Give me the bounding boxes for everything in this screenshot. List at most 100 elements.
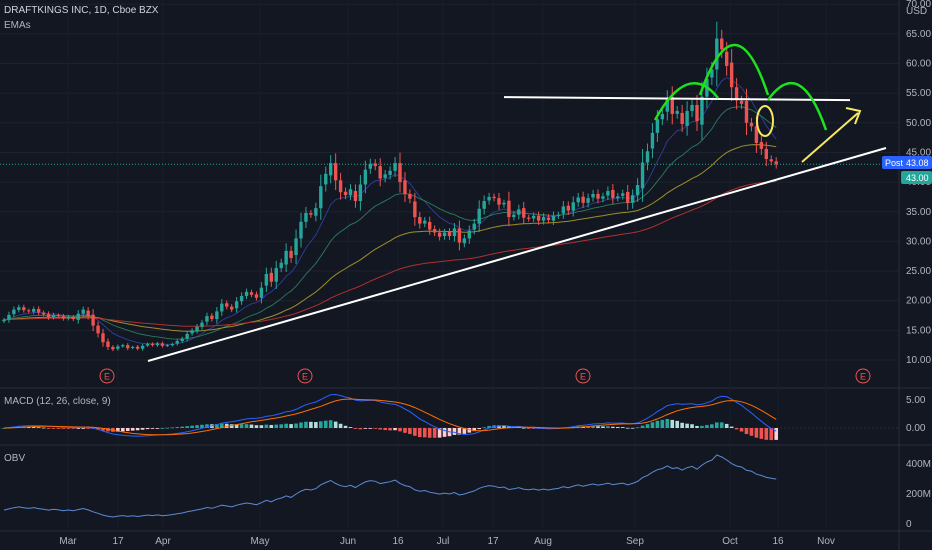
candle-body[interactable] bbox=[531, 215, 536, 219]
candle-body[interactable] bbox=[304, 212, 308, 222]
candle-body[interactable] bbox=[660, 113, 665, 120]
obv-pane[interactable] bbox=[3, 454, 777, 518]
candle-body[interactable] bbox=[591, 193, 595, 198]
candle-body[interactable] bbox=[12, 309, 16, 315]
candle-body[interactable] bbox=[348, 189, 353, 196]
candle-body[interactable] bbox=[774, 161, 778, 165]
candle-body[interactable] bbox=[670, 96, 674, 114]
candle-body[interactable] bbox=[749, 122, 754, 127]
candle-body[interactable] bbox=[606, 190, 610, 196]
candle-body[interactable] bbox=[116, 346, 120, 349]
candle-body[interactable] bbox=[507, 200, 511, 218]
candle-body[interactable] bbox=[398, 163, 402, 183]
candle-body[interactable] bbox=[467, 230, 471, 239]
candle-body[interactable] bbox=[165, 345, 170, 347]
candle-body[interactable] bbox=[680, 112, 684, 124]
candle-body[interactable] bbox=[111, 346, 115, 350]
candle-body[interactable] bbox=[566, 205, 570, 211]
candle-body[interactable] bbox=[581, 196, 585, 203]
candle-body[interactable] bbox=[734, 87, 739, 101]
ascending-trendline[interactable] bbox=[147, 147, 887, 362]
candle-body[interactable] bbox=[527, 217, 531, 219]
candle-body[interactable] bbox=[22, 307, 26, 311]
candle-body[interactable] bbox=[720, 38, 724, 50]
candle-body[interactable] bbox=[195, 326, 199, 331]
candle-body[interactable] bbox=[715, 38, 719, 70]
candle-body[interactable] bbox=[244, 291, 249, 296]
candle-body[interactable] bbox=[249, 292, 254, 295]
candle-body[interactable] bbox=[675, 110, 679, 114]
candle-body[interactable] bbox=[234, 301, 239, 309]
earnings-marker[interactable] bbox=[855, 368, 871, 384]
candle-body[interactable] bbox=[210, 315, 214, 320]
candle-body[interactable] bbox=[190, 330, 194, 334]
candle-body[interactable] bbox=[452, 228, 457, 237]
candle-body[interactable] bbox=[586, 198, 590, 203]
candle-body[interactable] bbox=[462, 238, 467, 244]
candle-body[interactable] bbox=[27, 310, 31, 312]
candle-body[interactable] bbox=[408, 193, 412, 199]
candle-body[interactable] bbox=[185, 333, 189, 339]
candle-body[interactable] bbox=[314, 208, 318, 216]
earnings-marker[interactable] bbox=[297, 368, 313, 384]
candle-body[interactable] bbox=[626, 191, 630, 203]
head-arc[interactable] bbox=[698, 44, 770, 96]
candle-body[interactable] bbox=[616, 196, 620, 199]
candle-body[interactable] bbox=[546, 217, 551, 221]
candle-body[interactable] bbox=[596, 193, 600, 199]
candle-body[interactable] bbox=[86, 310, 90, 317]
candle-body[interactable] bbox=[383, 174, 387, 178]
candle-body[interactable] bbox=[329, 163, 333, 176]
candle-body[interactable] bbox=[2, 319, 6, 322]
candle-body[interactable] bbox=[373, 163, 377, 167]
candle-body[interactable] bbox=[131, 346, 135, 348]
candle-body[interactable] bbox=[393, 163, 397, 171]
candle-body[interactable] bbox=[428, 221, 432, 230]
candle-body[interactable] bbox=[338, 180, 343, 193]
candle-body[interactable] bbox=[160, 343, 165, 346]
candle-body[interactable] bbox=[695, 105, 699, 122]
candle-body[interactable] bbox=[621, 193, 625, 196]
candle-body[interactable] bbox=[81, 309, 85, 314]
candle-body[interactable] bbox=[522, 208, 526, 218]
candle-body[interactable] bbox=[358, 184, 363, 202]
candle-body[interactable] bbox=[363, 169, 368, 185]
candle-body[interactable] bbox=[333, 163, 338, 181]
candle-body[interactable] bbox=[759, 142, 764, 149]
candle-body[interactable] bbox=[51, 314, 56, 318]
candle-body[interactable] bbox=[754, 126, 759, 143]
candle-body[interactable] bbox=[769, 159, 773, 162]
candle-body[interactable] bbox=[294, 238, 298, 256]
candle-body[interactable] bbox=[729, 62, 734, 88]
candle-body[interactable] bbox=[96, 325, 100, 334]
candle-body[interactable] bbox=[299, 221, 303, 239]
candle-body[interactable] bbox=[561, 206, 566, 214]
earnings-marker[interactable] bbox=[99, 368, 115, 384]
candle-body[interactable] bbox=[492, 196, 496, 199]
candle-body[interactable] bbox=[739, 100, 744, 104]
candle-body[interactable] bbox=[388, 170, 392, 175]
drawings[interactable] bbox=[147, 44, 887, 362]
candle-body[interactable] bbox=[225, 303, 229, 307]
candle-body[interactable] bbox=[32, 309, 36, 312]
obv-label[interactable]: OBV bbox=[4, 453, 25, 464]
candle-body[interactable] bbox=[220, 303, 224, 312]
macd-label[interactable]: MACD (12, 26, close, 9) bbox=[4, 396, 111, 407]
candle-body[interactable] bbox=[101, 333, 105, 343]
candle-body[interactable] bbox=[700, 96, 704, 125]
candle-body[interactable] bbox=[497, 198, 501, 205]
candle-body[interactable] bbox=[145, 343, 150, 346]
candle-body[interactable] bbox=[442, 232, 447, 237]
left-shoulder-arc[interactable] bbox=[653, 82, 719, 121]
macd-pane[interactable] bbox=[0, 393, 899, 441]
candle-body[interactable] bbox=[477, 208, 481, 224]
candle-body[interactable] bbox=[17, 307, 21, 310]
candle-body[interactable] bbox=[215, 311, 219, 320]
candle-body[interactable] bbox=[630, 195, 635, 203]
candle-body[interactable] bbox=[432, 229, 437, 233]
candle-body[interactable] bbox=[279, 262, 283, 269]
candle-body[interactable] bbox=[269, 272, 273, 282]
candle-body[interactable] bbox=[71, 317, 75, 320]
candle-body[interactable] bbox=[175, 341, 179, 344]
candle-body[interactable] bbox=[690, 105, 694, 111]
